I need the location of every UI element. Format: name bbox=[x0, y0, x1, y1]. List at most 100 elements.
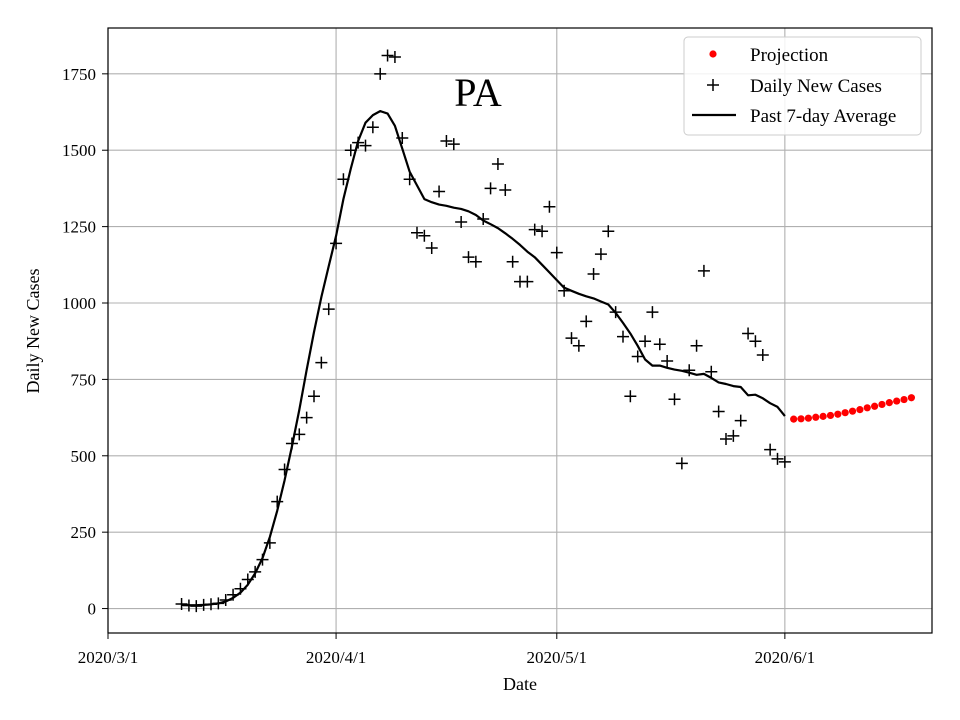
projection-point bbox=[856, 406, 864, 414]
daily-case-point bbox=[690, 339, 703, 352]
daily-case-point bbox=[705, 365, 718, 378]
legend-marker-daily-cases bbox=[707, 79, 719, 91]
daily-case-point bbox=[205, 598, 217, 611]
projection-point bbox=[819, 412, 827, 420]
x-tick-label: 2020/4/1 bbox=[306, 648, 366, 667]
daily-case-point bbox=[219, 594, 232, 606]
daily-case-point bbox=[227, 588, 240, 601]
daily-case-point bbox=[484, 182, 497, 195]
daily-case-point bbox=[661, 355, 674, 368]
daily-case-point bbox=[734, 414, 747, 427]
daily-case-point bbox=[175, 597, 188, 610]
projection-point bbox=[834, 410, 842, 418]
daily-case-point bbox=[550, 246, 563, 259]
projection-point bbox=[848, 407, 857, 415]
daily-case-point bbox=[300, 411, 313, 424]
daily-case-point bbox=[256, 553, 269, 566]
daily-case-point bbox=[587, 267, 600, 280]
legend-marker-projection bbox=[709, 50, 717, 58]
projection-point bbox=[812, 413, 820, 421]
daily-case-point bbox=[425, 242, 438, 254]
y-tick-label: 0 bbox=[88, 600, 97, 619]
daily-case-point bbox=[543, 200, 556, 213]
daily-case-point bbox=[624, 390, 637, 403]
daily-case-point bbox=[712, 405, 725, 418]
projection-point bbox=[797, 415, 805, 423]
daily-case-point bbox=[565, 332, 578, 345]
daily-case-point bbox=[683, 364, 696, 377]
daily-case-point bbox=[609, 306, 622, 319]
daily-case-point bbox=[293, 428, 306, 441]
daily-case-point bbox=[212, 597, 225, 610]
y-tick-label: 500 bbox=[71, 447, 97, 466]
daily-case-point bbox=[646, 306, 659, 319]
legend-label-projection: Projection bbox=[750, 45, 829, 66]
daily-case-point bbox=[631, 350, 644, 363]
daily-case-point bbox=[352, 136, 365, 149]
daily-case-point bbox=[403, 173, 416, 186]
x-axis: 2020/3/1 2020/4/1 2020/5/1 2020/6/1 bbox=[78, 633, 815, 667]
daily-case-point bbox=[433, 185, 446, 198]
daily-case-point bbox=[477, 212, 490, 225]
legend-label-daily-cases: Daily New Cases bbox=[750, 76, 882, 97]
chart-title: PA bbox=[454, 70, 502, 115]
projection-point bbox=[826, 411, 835, 420]
daily-case-point bbox=[720, 432, 732, 445]
daily-case-point bbox=[278, 463, 291, 476]
x-tick-label: 2020/6/1 bbox=[755, 648, 815, 667]
daily-case-point bbox=[234, 582, 247, 595]
daily-case-point bbox=[344, 144, 357, 157]
daily-case-point bbox=[742, 327, 755, 340]
daily-case-point bbox=[396, 132, 409, 144]
y-axis: 0 250 500 750 1000 1250 1500 1750 bbox=[62, 65, 108, 619]
daily-case-point bbox=[506, 255, 519, 268]
daily-case-point bbox=[381, 49, 394, 62]
daily-case-point bbox=[440, 135, 453, 148]
y-axis-title: Daily New Cases bbox=[23, 269, 43, 394]
daily-case-point bbox=[778, 455, 791, 468]
legend: Projection Daily New Cases Past 7-day Av… bbox=[683, 36, 922, 136]
daily-case-point bbox=[675, 457, 688, 470]
daily-case-point bbox=[285, 437, 298, 450]
y-tick-label: 1500 bbox=[62, 141, 96, 160]
daily-case-point bbox=[469, 255, 482, 268]
daily-case-point bbox=[727, 429, 740, 442]
daily-case-point bbox=[756, 348, 769, 361]
daily-case-point bbox=[418, 229, 431, 242]
daily-case-point bbox=[388, 51, 401, 64]
daily-case-point bbox=[617, 330, 629, 343]
projection-point bbox=[863, 404, 871, 412]
projection-point bbox=[885, 399, 893, 407]
plot-frame bbox=[107, 27, 933, 634]
legend-box bbox=[683, 36, 922, 136]
x-axis-title: Date bbox=[503, 674, 537, 694]
series-layer bbox=[175, 49, 916, 613]
projection-point bbox=[804, 414, 813, 422]
daily-case-point bbox=[263, 536, 276, 549]
daily-case-point bbox=[558, 284, 571, 297]
daily-case-point bbox=[315, 356, 328, 369]
y-tick-label: 1000 bbox=[62, 294, 96, 313]
projection-point bbox=[907, 394, 916, 402]
daily-case-point bbox=[594, 248, 607, 261]
daily-case-point bbox=[602, 225, 615, 238]
daily-case-point bbox=[411, 226, 423, 239]
daily-case-point bbox=[749, 335, 762, 348]
daily-case-point bbox=[337, 173, 350, 186]
daily-case-point bbox=[771, 452, 784, 465]
projection-point bbox=[893, 397, 901, 405]
daily-case-point bbox=[697, 264, 710, 277]
daily-case-point bbox=[190, 600, 203, 613]
daily-case-point bbox=[764, 443, 777, 456]
y-tick-label: 750 bbox=[71, 370, 97, 389]
daily-case-point bbox=[271, 495, 284, 508]
projection-point bbox=[900, 395, 908, 404]
projection-point bbox=[878, 400, 886, 409]
daily-case-point bbox=[455, 216, 468, 229]
daily-case-point bbox=[639, 335, 652, 348]
legend-label-average: Past 7-day Average bbox=[750, 106, 896, 127]
x-tick-label: 2020/5/1 bbox=[527, 648, 587, 667]
daily-case-point bbox=[580, 315, 593, 328]
daily-case-point bbox=[359, 139, 372, 152]
